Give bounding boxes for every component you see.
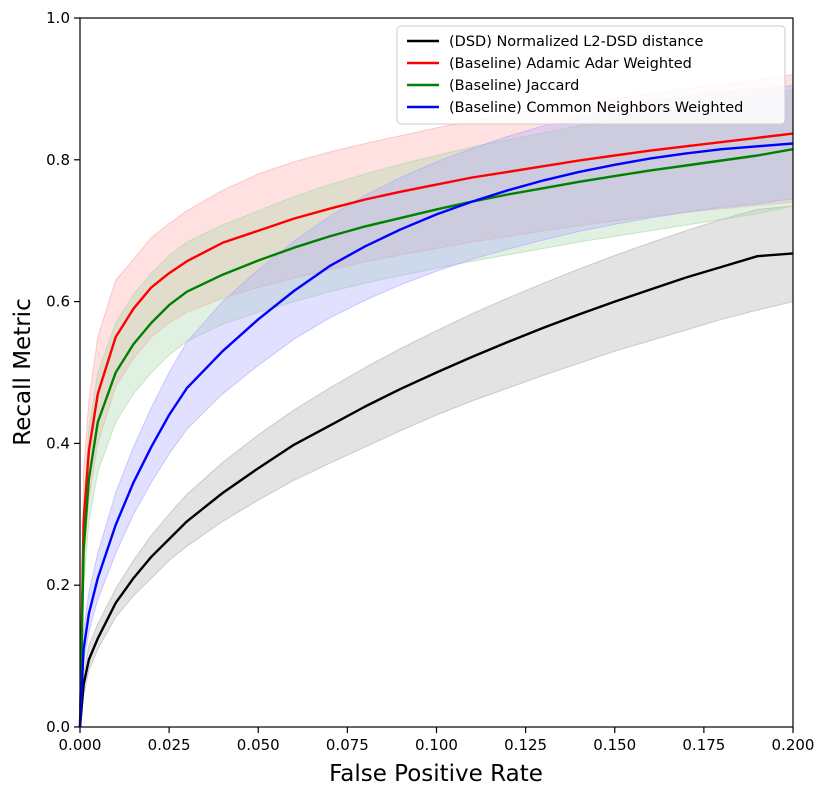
y-tick-label: 0.4 (46, 434, 70, 452)
x-tick-label: 0.200 (772, 736, 815, 754)
y-tick-label: 0.6 (46, 293, 70, 311)
x-axis-ticks: 0.000 0.025 0.050 0.075 0.100 0.125 0.150 0.175… (59, 727, 815, 754)
legend-label: (DSD) Normalized L2-DSD distance (449, 34, 703, 50)
x-tick-label: 0.125 (504, 736, 547, 754)
y-tick-label: 1.0 (46, 9, 70, 27)
line-baseline-adamic-adar-weighted (78, 132, 794, 728)
x-tick-label: 0.100 (415, 736, 458, 754)
y-axis-ticks: 0.0 0.2 0.4 0.6 0.8 1.0 (46, 9, 80, 736)
x-axis-label: False Positive Rate (329, 761, 543, 787)
x-tick-label: 0.050 (237, 736, 280, 754)
y-tick-label: 0.2 (46, 576, 70, 594)
line-dsd-normalized-l2-dsd-distance (78, 252, 794, 728)
legend-label: (Baseline) Common Neighbors Weighted (449, 100, 743, 116)
x-tick-label: 0.075 (326, 736, 369, 754)
x-tick-label: 0.000 (59, 736, 102, 754)
x-tick-label: 0.025 (148, 736, 191, 754)
y-tick-label: 0.0 (46, 718, 70, 736)
legend: (DSD) Normalized L2-DSD distance (Baselin… (396, 25, 786, 125)
x-tick-label: 0.150 (593, 736, 636, 754)
x-tick-label: 0.175 (682, 736, 725, 754)
y-tick-label: 0.8 (46, 151, 70, 169)
confidence-bands (79, 74, 794, 728)
legend-label: (Baseline) Jaccard (449, 78, 579, 94)
y-axis-label: Recall Metric (10, 298, 36, 445)
line-baseline-common-neighbors-weighted (78, 142, 794, 728)
series-lines (78, 132, 794, 728)
line-baseline-jaccard (78, 148, 794, 728)
legend-label: (Baseline) Adamic Adar Weighted (449, 56, 692, 72)
legend-box (396, 25, 786, 125)
